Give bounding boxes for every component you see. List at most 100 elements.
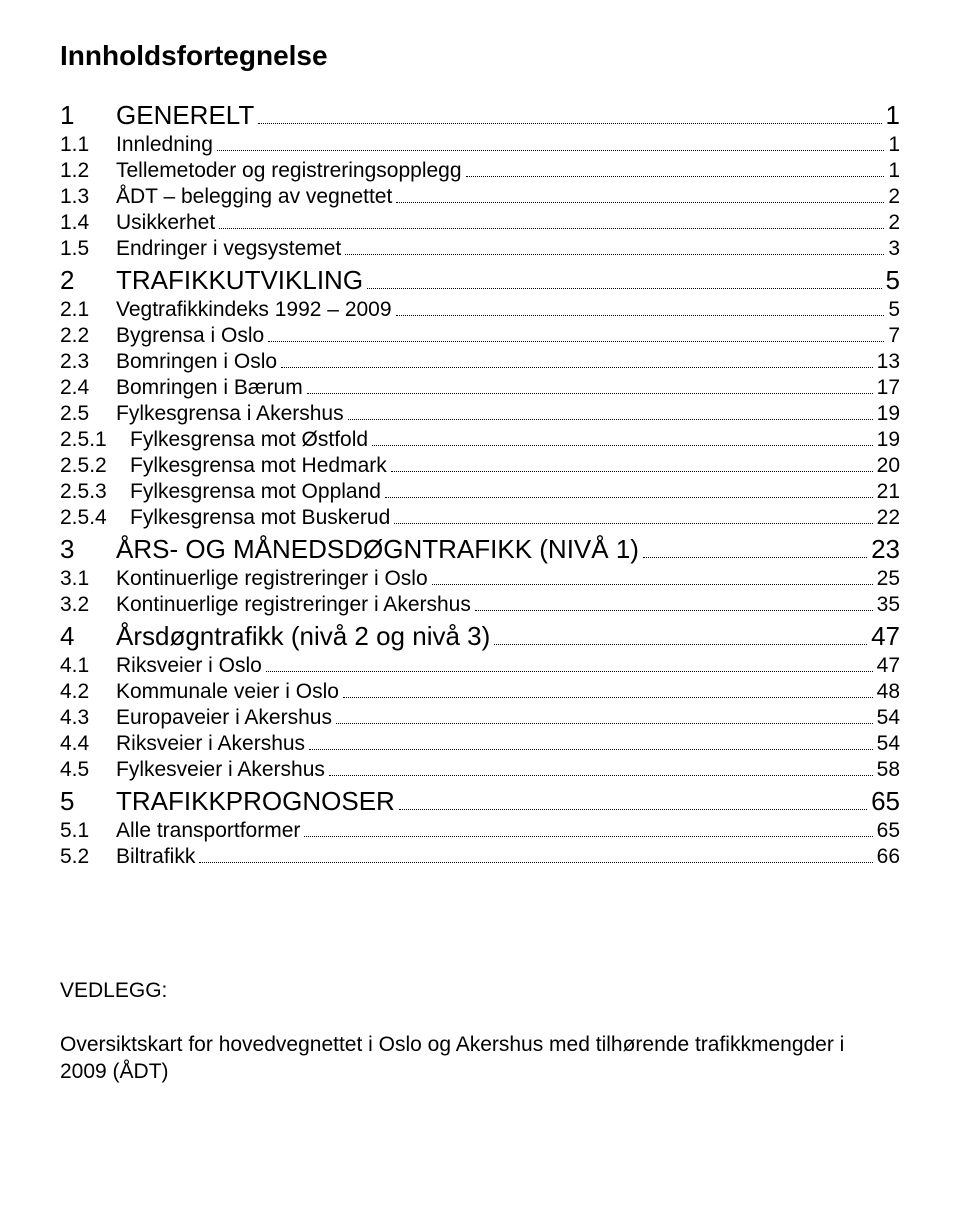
toc-entry: 2.4Bomringen i Bærum 17 [60,376,900,400]
toc-entry: 4.3Europaveier i Akershus 54 [60,706,900,730]
toc-entry: 3.1Kontinuerlige registreringer i Oslo 2… [60,567,900,591]
toc-page: 54 [877,732,900,756]
dot-leader [396,315,885,316]
toc-entry: 2.5.2Fylkesgrensa mot Hedmark 20 [60,454,900,478]
toc-entry: 3.2Kontinuerlige registreringer i Akersh… [60,593,900,617]
toc-label: 1GENERELT [60,100,254,131]
toc-page: 35 [877,593,900,617]
dot-leader [399,809,867,810]
dot-leader [268,341,884,342]
toc-label: 2.5.1Fylkesgrensa mot Østfold [60,428,368,452]
toc-label: 3ÅRS- OG MÅNEDSDØGNTRAFIKK (NIVÅ 1) [60,534,639,565]
toc-page: 19 [877,402,900,426]
dot-leader [343,697,873,698]
dot-leader [348,419,873,420]
toc-page: 66 [877,845,900,869]
toc-entry: 2.5.1Fylkesgrensa mot Østfold 19 [60,428,900,452]
dot-leader [199,862,872,863]
dot-leader [475,610,873,611]
toc-page: 13 [877,350,900,374]
toc-entry: 4Årsdøgntrafikk (nivå 2 og nivå 3) 47 [60,621,900,652]
toc-page: 65 [877,819,900,843]
toc-page: 5 [888,298,900,322]
toc-label: 4.3Europaveier i Akershus [60,706,332,730]
toc-entry: 5.2Biltrafikk 66 [60,845,900,869]
toc-label: 5.2Biltrafikk [60,845,195,869]
toc-page: 20 [877,454,900,478]
toc-entry: 1.2Tellemetoder og registreringsopplegg … [60,159,900,183]
toc-label: 5.1Alle transportformer [60,819,300,843]
toc-entry: 5.1Alle transportformer 65 [60,819,900,843]
toc-page: 47 [871,621,900,652]
appendix-heading: VEDLEGG: [60,979,900,1003]
toc-entry: 2.2Bygrensa i Oslo 7 [60,324,900,348]
dot-leader [219,228,884,229]
dot-leader [394,523,872,524]
toc-entry: 1GENERELT 1 [60,100,900,131]
toc-label: 5TRAFIKKPROGNOSER [60,786,395,817]
toc-entry: 1.1Innledning 1 [60,133,900,157]
toc-page: 2 [888,185,900,209]
toc-entry: 2.5.4Fylkesgrensa mot Buskerud 22 [60,506,900,530]
dot-leader [304,836,872,837]
toc-page: 25 [877,567,900,591]
dot-leader [345,254,884,255]
dot-leader [309,749,873,750]
toc-label: 2.5.3Fylkesgrensa mot Oppland [60,480,381,504]
toc-label: 1.3ÅDT – belegging av vegnettet [60,185,392,209]
toc-page: 48 [877,680,900,704]
toc-entry: 4.1Riksveier i Oslo 47 [60,654,900,678]
toc-page: 47 [877,654,900,678]
dot-leader [385,497,873,498]
toc-label: 2.4Bomringen i Bærum [60,376,303,400]
dot-leader [217,150,884,151]
toc-entry: 1.3ÅDT – belegging av vegnettet 2 [60,185,900,209]
toc-page: 58 [877,758,900,782]
dot-leader [307,393,873,394]
toc-entry: 4.4Riksveier i Akershus 54 [60,732,900,756]
dot-leader [494,644,867,645]
appendix-body: Oversiktskart for hovedvegnettet i Oslo … [60,1031,880,1086]
toc-label: 4.1Riksveier i Oslo [60,654,262,678]
toc-page: 5 [886,265,900,296]
dot-leader [281,367,873,368]
dot-leader [336,723,873,724]
toc-label: 2.5.4Fylkesgrensa mot Buskerud [60,506,390,530]
toc-entry: 3ÅRS- OG MÅNEDSDØGNTRAFIKK (NIVÅ 1) 23 [60,534,900,565]
toc-entry: 2.3Bomringen i Oslo 13 [60,350,900,374]
dot-leader [466,176,885,177]
toc-entry: 1.4Usikkerhet 2 [60,211,900,235]
toc-label: 1.2Tellemetoder og registreringsopplegg [60,159,462,183]
toc-label: 3.1Kontinuerlige registreringer i Oslo [60,567,428,591]
toc-label: 2TRAFIKKUTVIKLING [60,265,363,296]
toc-label: 2.5.2Fylkesgrensa mot Hedmark [60,454,387,478]
toc-label: 2.3Bomringen i Oslo [60,350,277,374]
dot-leader [643,557,867,558]
toc-entry: 2TRAFIKKUTVIKLING 5 [60,265,900,296]
toc-entry: 5TRAFIKKPROGNOSER 65 [60,786,900,817]
toc-label: 1.4Usikkerhet [60,211,215,235]
toc-page: 3 [888,237,900,261]
toc-page: 19 [877,428,900,452]
toc-page: 2 [888,211,900,235]
toc-page: 1 [888,159,900,183]
dot-leader [329,775,873,776]
dot-leader [391,471,873,472]
toc-label: 1.5Endringer i vegsystemet [60,237,341,261]
dot-leader [396,202,884,203]
toc-page: 17 [877,376,900,400]
toc-page: 54 [877,706,900,730]
toc-label: 4.5Fylkesveier i Akershus [60,758,325,782]
toc-page: 1 [888,133,900,157]
toc-label: 2.1Vegtrafikkindeks 1992 – 2009 [60,298,392,322]
toc-entry: 2.5Fylkesgrensa i Akershus 19 [60,402,900,426]
dot-leader [432,584,873,585]
toc-label: 2.2Bygrensa i Oslo [60,324,264,348]
toc-page: 22 [877,506,900,530]
toc-label: 2.5Fylkesgrensa i Akershus [60,402,344,426]
dot-leader [372,445,873,446]
toc-page: 23 [871,534,900,565]
toc-entry: 2.5.3Fylkesgrensa mot Oppland 21 [60,480,900,504]
toc-label: 3.2Kontinuerlige registreringer i Akersh… [60,593,471,617]
toc-entry: 4.5Fylkesveier i Akershus 58 [60,758,900,782]
